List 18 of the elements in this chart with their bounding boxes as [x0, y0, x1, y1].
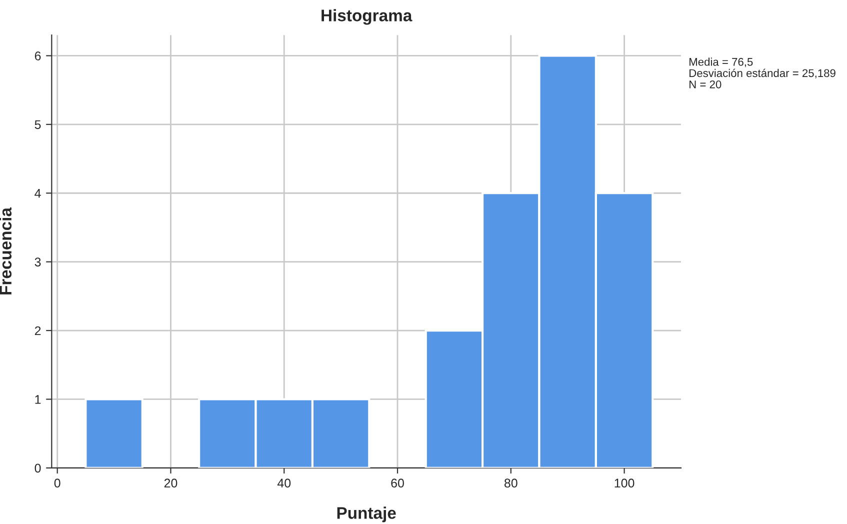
x-axis-title: Puntaje — [337, 506, 396, 522]
y-tick-label: 3 — [34, 258, 41, 266]
x-tick-label: 0 — [54, 478, 60, 488]
x-tick-label: 60 — [391, 478, 404, 488]
x-tick-label: 100 — [614, 478, 634, 488]
y-tick-label: 5 — [34, 120, 41, 130]
x-tick-label: 40 — [277, 478, 291, 488]
text: N = 20 — [690, 80, 722, 88]
x-tick-label: 80 — [504, 478, 518, 488]
text: Media = 76,5 — [690, 58, 753, 68]
chart-title: Histograma — [322, 9, 412, 25]
y-tick-label: 2 — [34, 326, 41, 336]
x-tick-label: 20 — [164, 478, 178, 488]
y-tick-label: 1 — [35, 395, 41, 404]
y-tick-label: 4 — [34, 189, 41, 198]
y-tick-label: 0 — [34, 464, 41, 473]
text: Desviación estándar = 25,189 — [690, 68, 836, 78]
y-tick-label: 6 — [34, 52, 41, 60]
